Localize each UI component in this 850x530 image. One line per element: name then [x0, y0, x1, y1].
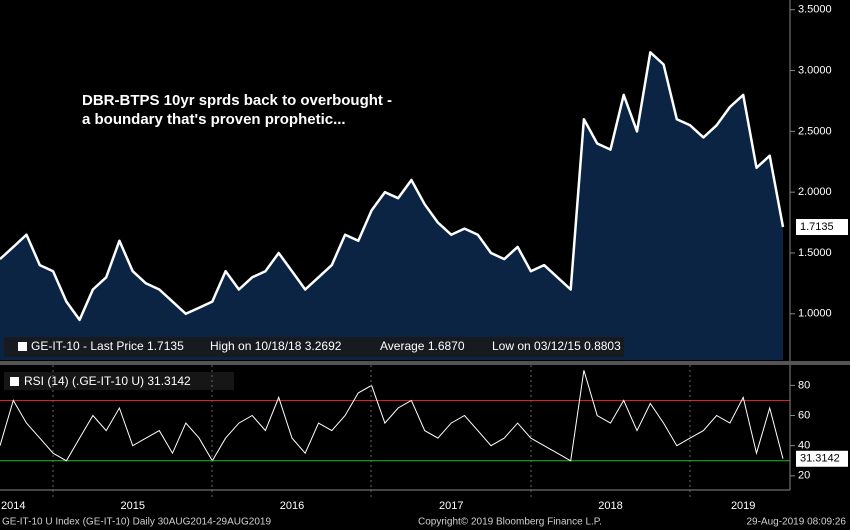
footer: GE-IT-10 U Index (GE-IT-10) Daily 30AUG2…: [2, 517, 271, 528]
y-tick-label: 3.5000: [798, 4, 832, 16]
last-value-label: 31.3142: [800, 453, 840, 465]
y-tick-label: 1.0000: [798, 308, 832, 320]
y-tick-label: 40: [798, 440, 810, 452]
x-tick-label: 2017: [439, 500, 463, 512]
footer: Copyright© 2019 Bloomberg Finance L.P.: [418, 517, 602, 528]
legend-box: [4, 337, 624, 357]
annotation: a boundary that's proven prophetic...: [82, 111, 346, 128]
x-tick-label: 2015: [120, 500, 144, 512]
y-tick-label: 2.0000: [798, 186, 832, 198]
legend-entry: Average 1.6870: [380, 339, 465, 353]
panel-divider: [0, 361, 850, 365]
price-line: [0, 51, 785, 322]
y-tick-label: 1.5000: [798, 247, 832, 259]
legend-swatch: [10, 377, 19, 386]
annotation: DBR-BTPS 10yr sprds back to overbought -: [82, 92, 392, 109]
x-tick-label: 2014: [1, 500, 25, 512]
area: [0, 52, 783, 361]
x-tick-label: 2018: [598, 500, 622, 512]
last-value-box: [796, 219, 848, 236]
x-tick-label: 2019: [731, 500, 755, 512]
y-tick-label: 2.5000: [798, 125, 832, 137]
footer: 29-Aug-2019 08:09:26: [746, 517, 846, 528]
legend-entry: RSI (14) (.GE-IT-10 U) 31.3142: [24, 374, 191, 388]
y-tick-label: 20: [798, 470, 810, 482]
legend-box: [4, 372, 234, 390]
y-tick-label: 60: [798, 409, 810, 421]
y-tick-label: 80: [798, 379, 810, 391]
legend-entry: GE-IT-10 - Last Price 1.7135: [31, 339, 184, 353]
legend-entry: Low on 03/12/15 0.8803: [492, 339, 621, 353]
last-value-box: [796, 450, 848, 467]
year-separators: [52, 365, 691, 498]
legend-entry: High on 10/18/18 3.2692: [210, 339, 342, 353]
y-tick-label: 3.0000: [798, 64, 832, 76]
rsi-line: [0, 370, 784, 462]
legend-swatch: [18, 342, 27, 351]
x-tick-label: 2016: [280, 500, 304, 512]
last-value-label: 1.7135: [800, 221, 834, 233]
